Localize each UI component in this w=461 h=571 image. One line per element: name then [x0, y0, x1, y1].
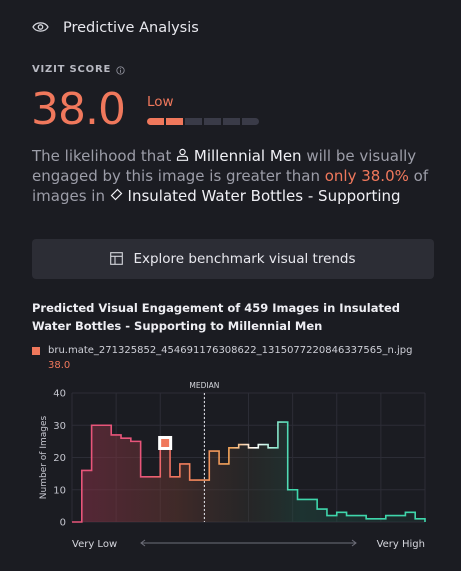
- x-axis-arrow-right: [351, 539, 357, 547]
- y-tick-label: 10: [53, 485, 66, 496]
- y-tick-label: 20: [53, 453, 66, 464]
- score-segment: [185, 118, 202, 125]
- info-icon[interactable]: [116, 60, 125, 79]
- y-tick-label: 30: [53, 421, 66, 432]
- desc-text-3: of images in: [32, 167, 429, 205]
- person-icon: [176, 147, 189, 165]
- layout-icon: [110, 250, 124, 269]
- distribution-line: [72, 421, 426, 523]
- score-level-bar: [147, 118, 259, 125]
- eye-icon: [32, 18, 49, 37]
- score-description: The likelihood that Millennial Men will …: [32, 146, 432, 206]
- x-low-label: Very Low: [72, 539, 117, 550]
- y-tick-label: 0: [60, 518, 66, 529]
- score-segment: [223, 118, 240, 125]
- panel-header: Predictive Analysis: [32, 18, 199, 37]
- desc-text-2: will be visually engaged by this image i…: [32, 147, 417, 185]
- legend-file-name: bru.mate_271325852_454691176308622_13150…: [48, 345, 413, 356]
- y-axis-label: Number of Images: [39, 415, 49, 499]
- score-rating: Low: [147, 94, 174, 110]
- panel-title: Predictive Analysis: [63, 19, 199, 36]
- score-segment: [204, 118, 221, 125]
- chart-title: Predicted Visual Engagement of 459 Image…: [32, 301, 401, 333]
- explore-benchmark-button[interactable]: Explore benchmark visual trends: [32, 239, 434, 279]
- y-tick-label: 40: [53, 389, 66, 400]
- desc-text-1: The likelihood that: [32, 147, 177, 165]
- score-label: VIZIT SCORE: [32, 64, 112, 75]
- engagement-distribution-chart: 0 10 20 30 40 Number of Images MEDIAN Very Low V…: [39, 381, 426, 550]
- percentile-highlight: only 38.0%: [324, 167, 409, 185]
- category-name: Insulated Water Bottles - Supporting: [127, 187, 401, 205]
- x-high-label: Very High: [377, 539, 425, 550]
- audience-name: Millennial Men: [193, 147, 302, 165]
- score-label-row: VIZIT SCORE: [32, 60, 125, 79]
- x-axis-arrow-left: [140, 539, 146, 547]
- score-segment: [147, 118, 164, 125]
- legend-score-value: 38.0: [48, 360, 71, 371]
- score-segment: [242, 118, 259, 125]
- explore-benchmark-label: Explore benchmark visual trends: [133, 251, 356, 267]
- score-segment: [166, 118, 183, 125]
- chart-legend: bru.mate_271325852_454691176308622_13150…: [32, 345, 413, 356]
- tag-icon: [110, 187, 123, 205]
- score-value: 38.0: [31, 84, 126, 135]
- image-marker: [161, 438, 170, 447]
- legend-marker-square: [32, 346, 40, 355]
- median-label: MEDIAN: [189, 381, 219, 390]
